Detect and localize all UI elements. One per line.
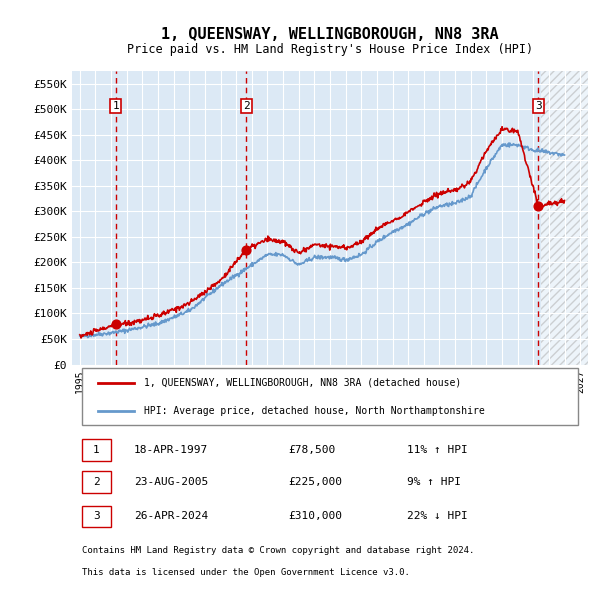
FancyBboxPatch shape — [82, 471, 110, 493]
Text: 1, QUEENSWAY, WELLINGBOROUGH, NN8 3RA (detached house): 1, QUEENSWAY, WELLINGBOROUGH, NN8 3RA (d… — [144, 378, 461, 388]
Text: 3: 3 — [535, 101, 542, 111]
Point — [111, 320, 121, 329]
Text: 26-APR-2024: 26-APR-2024 — [134, 512, 208, 521]
Text: £225,000: £225,000 — [289, 477, 343, 487]
Point — [533, 201, 543, 211]
Text: 2: 2 — [243, 101, 250, 111]
Text: 22% ↓ HPI: 22% ↓ HPI — [407, 512, 468, 521]
Text: Contains HM Land Registry data © Crown copyright and database right 2024.: Contains HM Land Registry data © Crown c… — [82, 546, 475, 555]
FancyBboxPatch shape — [82, 368, 578, 425]
Text: 9% ↑ HPI: 9% ↑ HPI — [407, 477, 461, 487]
Text: 2: 2 — [93, 477, 100, 487]
Text: £78,500: £78,500 — [289, 445, 336, 455]
Bar — [541, 71, 588, 365]
Point — [242, 245, 251, 254]
FancyBboxPatch shape — [82, 506, 110, 527]
Text: This data is licensed under the Open Government Licence v3.0.: This data is licensed under the Open Gov… — [82, 568, 410, 576]
Text: 18-APR-1997: 18-APR-1997 — [134, 445, 208, 455]
Text: 23-AUG-2005: 23-AUG-2005 — [134, 477, 208, 487]
Text: 11% ↑ HPI: 11% ↑ HPI — [407, 445, 468, 455]
Text: 1, QUEENSWAY, WELLINGBOROUGH, NN8 3RA: 1, QUEENSWAY, WELLINGBOROUGH, NN8 3RA — [161, 27, 499, 41]
Text: £310,000: £310,000 — [289, 512, 343, 521]
Text: 3: 3 — [93, 512, 100, 521]
Text: HPI: Average price, detached house, North Northamptonshire: HPI: Average price, detached house, Nort… — [144, 406, 485, 416]
FancyBboxPatch shape — [82, 440, 110, 461]
Text: 1: 1 — [93, 445, 100, 455]
Text: 1: 1 — [112, 101, 119, 111]
Text: Price paid vs. HM Land Registry's House Price Index (HPI): Price paid vs. HM Land Registry's House … — [127, 43, 533, 56]
